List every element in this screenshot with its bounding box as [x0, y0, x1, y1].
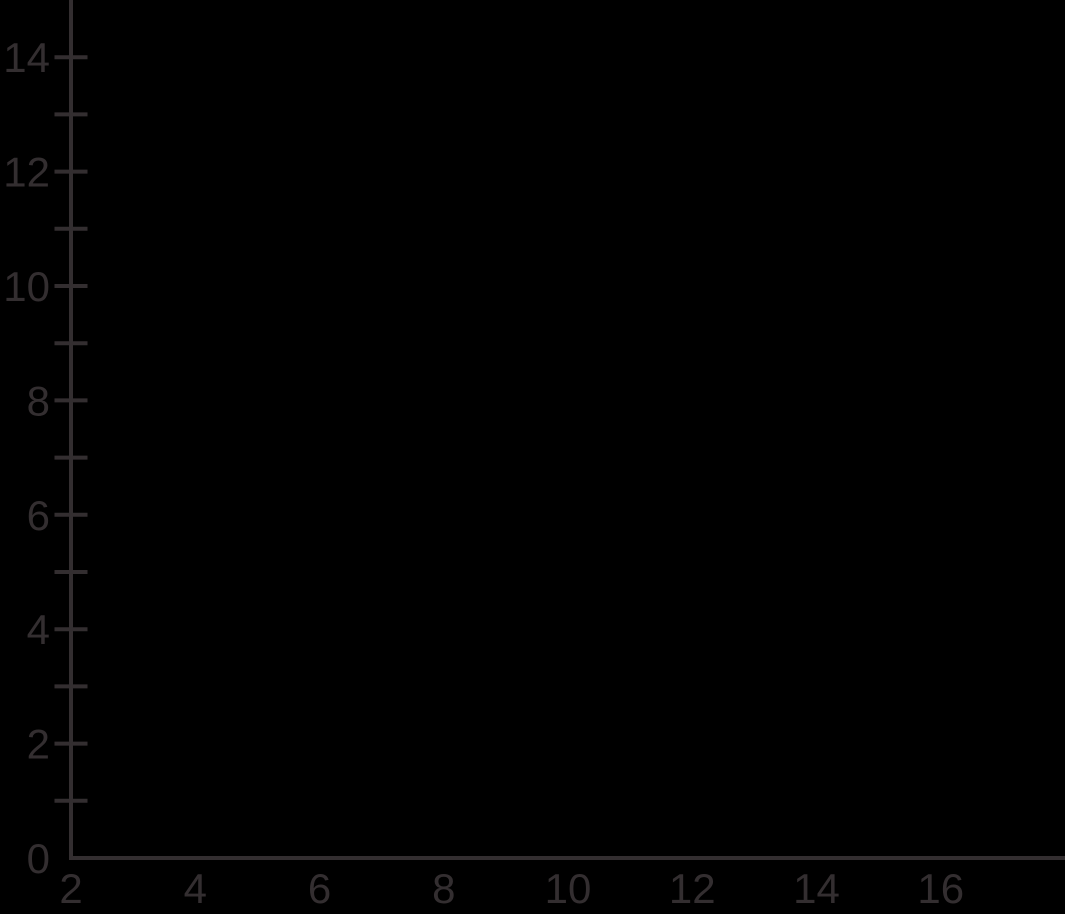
x-axis-label-8: 8	[432, 865, 455, 912]
y-axis-label-6: 6	[27, 492, 50, 539]
y-axis-label-0: 0	[27, 835, 50, 882]
y-axis-label-8: 8	[27, 377, 50, 424]
x-axis-label-2: 2	[59, 865, 82, 912]
y-axis-label-14: 14	[3, 34, 50, 81]
x-axis-label-16: 16	[917, 865, 964, 912]
y-axis-label-4: 4	[27, 606, 50, 653]
y-axis-label-10: 10	[3, 263, 50, 310]
y-axis-label-12: 12	[3, 149, 50, 196]
x-axis-label-10: 10	[545, 865, 592, 912]
x-axis-label-4: 4	[184, 865, 207, 912]
x-axis-label-12: 12	[669, 865, 716, 912]
x-axis-label-14: 14	[793, 865, 840, 912]
x-axis-label-6: 6	[308, 865, 331, 912]
y-axis-label-2: 2	[27, 721, 50, 768]
